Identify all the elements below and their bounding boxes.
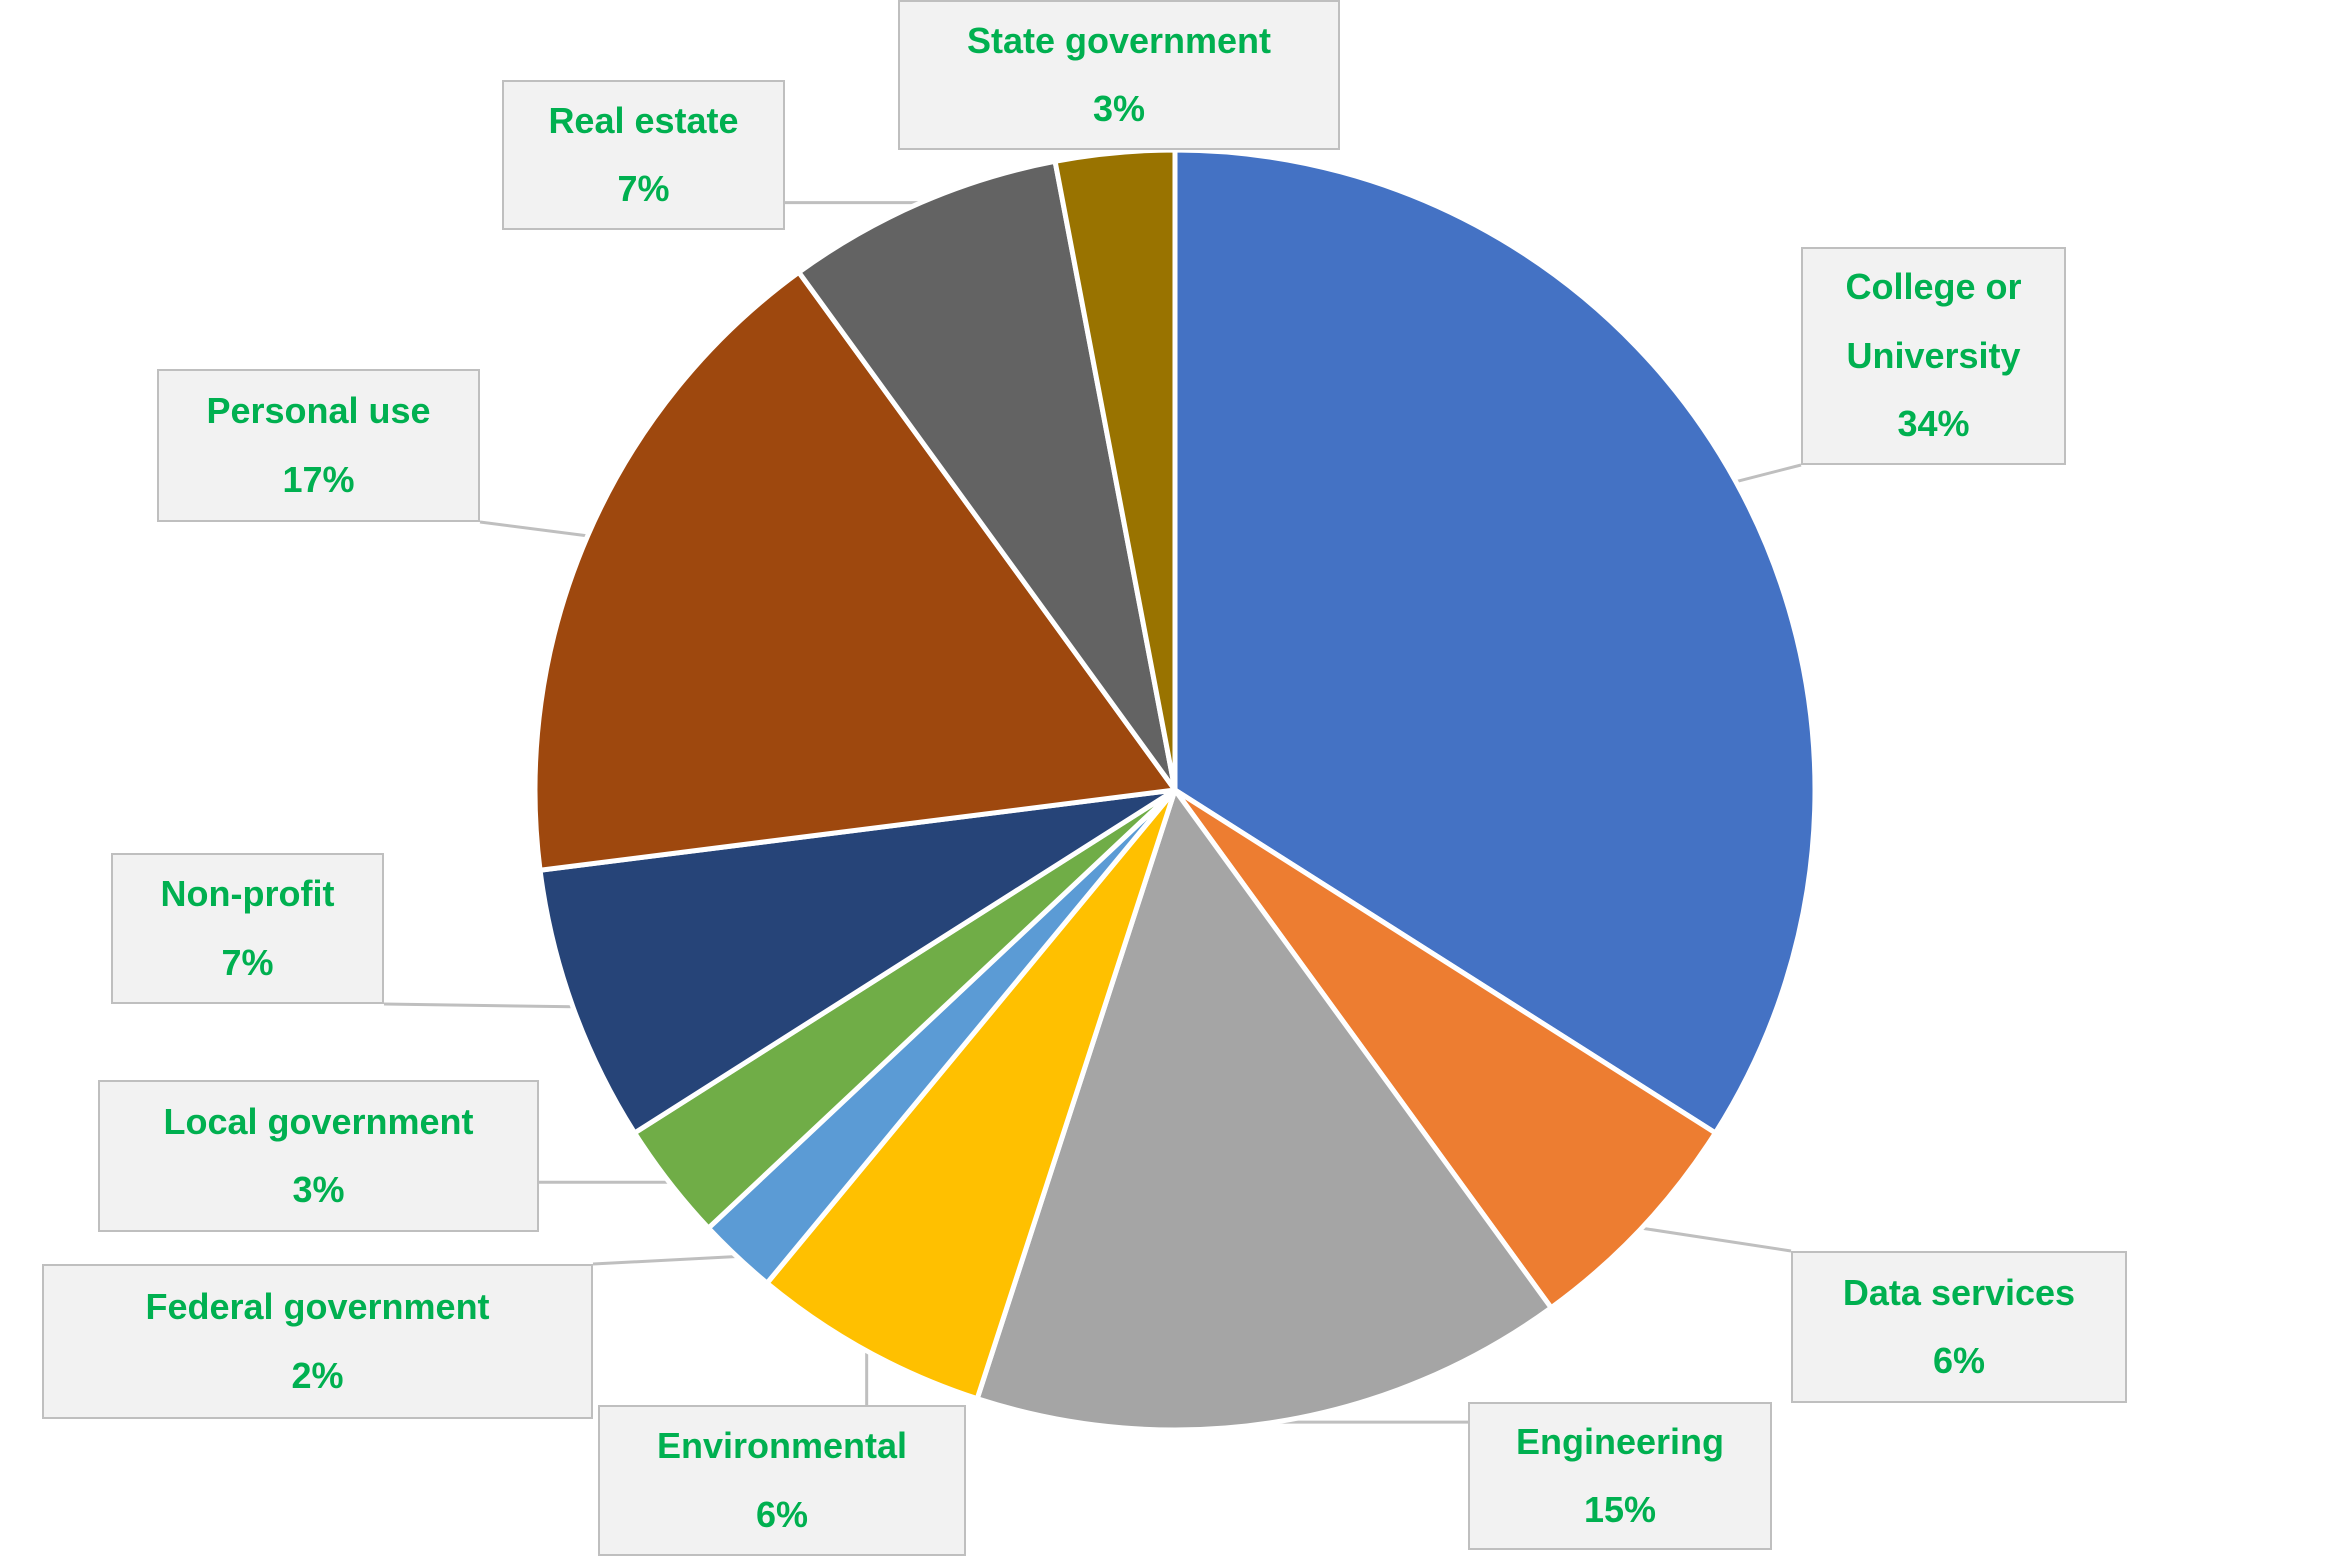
data-label-percent: 2% xyxy=(291,1354,344,1396)
data-label: Non-profit 7% xyxy=(111,853,384,1004)
pie-slice-engineering xyxy=(974,784,1555,1433)
pie-slice-state-government xyxy=(1052,147,1178,791)
data-label: College or University 34% xyxy=(1801,247,2066,465)
data-label-category: Data services xyxy=(1842,1271,2076,1313)
data-label-percent: 7% xyxy=(617,168,670,209)
data-label-category: Federal government xyxy=(145,1286,490,1328)
pie-slice-personal-use xyxy=(532,268,1180,874)
data-label: Federal government 2% xyxy=(42,1264,593,1419)
pie-slice-college-or-university xyxy=(1172,147,1818,1137)
data-label: State government 3% xyxy=(898,0,1340,150)
pie-slice-environmental xyxy=(763,788,1178,1402)
leader-line xyxy=(592,1255,737,1266)
pie-slice-real-estate xyxy=(795,158,1178,792)
data-label-category: Engineering xyxy=(1515,1420,1725,1462)
data-label-percent: 15% xyxy=(1583,1489,1657,1530)
pie-slice-data-services xyxy=(1172,787,1719,1312)
data-label: Engineering 15% xyxy=(1468,1402,1772,1550)
leader-line xyxy=(383,1002,573,1009)
data-label-category: Local government xyxy=(163,1100,474,1142)
data-label: Data services 6% xyxy=(1791,1251,2127,1403)
data-label: Local government 3% xyxy=(98,1080,539,1232)
data-label: Personal use 17% xyxy=(157,369,480,522)
leader-line xyxy=(1641,1226,1792,1253)
data-label-percent: 6% xyxy=(755,1493,809,1535)
leader-line xyxy=(479,520,588,538)
leader-line xyxy=(1735,463,1802,484)
data-label-category: College or xyxy=(1845,266,2022,308)
data-label: Real estate 7% xyxy=(502,80,785,230)
data-label-percent: 17% xyxy=(282,458,355,500)
data-label-percent: 7% xyxy=(221,941,274,983)
data-label-percent: 3% xyxy=(292,1169,345,1210)
data-label-percent: 3% xyxy=(1092,88,1146,129)
data-label-category: State government xyxy=(966,19,1272,61)
data-label: Environmental 6% xyxy=(598,1405,966,1556)
data-label-category: Real estate xyxy=(548,99,739,141)
data-label-category: Personal use xyxy=(206,390,431,432)
data-label-percent: 6% xyxy=(1932,1340,1986,1381)
data-label-category: Non-profit xyxy=(160,873,335,915)
data-label-category: Environmental xyxy=(656,1425,908,1467)
data-label-category: University xyxy=(1846,334,2021,376)
pie-slice-non-profit xyxy=(537,787,1177,1137)
data-label-percent: 34% xyxy=(1897,403,1970,445)
